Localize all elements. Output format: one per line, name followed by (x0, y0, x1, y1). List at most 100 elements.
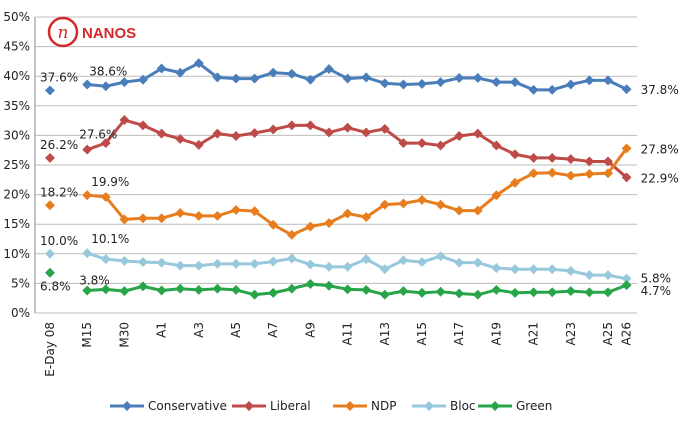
y-tick-label: 0% (11, 306, 30, 320)
data-point (454, 288, 465, 299)
data-point (82, 144, 93, 155)
data-point (342, 208, 353, 219)
data-point (584, 75, 595, 86)
data-point (603, 168, 613, 179)
data-point (138, 74, 148, 85)
data-point (286, 283, 297, 294)
data-point (379, 289, 390, 300)
data-point (156, 128, 167, 139)
y-tick-label: 10% (3, 247, 30, 261)
data-point (417, 257, 427, 268)
data-point (398, 255, 409, 266)
data-point (584, 287, 595, 298)
data-point (361, 284, 372, 295)
eday-point (45, 267, 55, 278)
eday-point (45, 248, 55, 259)
data-point (193, 139, 204, 150)
data-point (491, 190, 502, 201)
legend-swatch-marker (244, 401, 254, 411)
x-tick-label: A13 (378, 322, 392, 345)
legend-item-bloc: Bloc (412, 399, 476, 413)
x-tick-label: A19 (489, 322, 503, 345)
data-labels: 37.6% 38.6% 37.8% 26.2%27.6% 22.9% 18.2% 19.9%… (40, 64, 679, 298)
data-label: 26.2% (40, 138, 78, 152)
data-point (603, 75, 613, 86)
eday-point (45, 152, 55, 163)
data-point (193, 260, 204, 271)
data-point (193, 58, 204, 69)
data-point (82, 248, 93, 259)
legend-label: Bloc (450, 399, 476, 413)
y-axis-ticks: 0% 5% 10% 15% 20% 25% 30% 35% 40% 45% 50% (3, 10, 30, 320)
data-point (175, 67, 186, 78)
x-tick-label: A26 (620, 322, 634, 345)
data-point (398, 286, 409, 297)
data-point (565, 154, 576, 165)
data-point (193, 284, 204, 295)
data-point (417, 138, 427, 149)
x-tick-label: A3 (192, 322, 206, 338)
data-point (286, 253, 297, 264)
y-tick-label: 15% (3, 217, 30, 231)
data-point (547, 264, 558, 275)
data-point (231, 73, 241, 84)
data-point (119, 214, 130, 225)
series-line (86, 251, 627, 281)
data-point (324, 261, 334, 272)
data-point (342, 284, 353, 295)
nanos-logo-circle (47, 16, 79, 48)
data-point (454, 205, 465, 216)
legend-label: Green (516, 399, 552, 413)
data-point (491, 140, 502, 151)
data-point (119, 115, 130, 125)
data-point (249, 206, 260, 217)
data-point (398, 79, 409, 90)
data-point (249, 128, 260, 138)
x-tick-label: A17 (452, 322, 466, 345)
data-point (454, 131, 465, 141)
eday-point (45, 200, 55, 211)
x-tick-label: A23 (564, 322, 578, 345)
nanos-logo-text: NANOS (82, 25, 136, 42)
series-green (45, 267, 632, 300)
data-point (621, 280, 632, 291)
legend-swatch-marker (424, 401, 434, 411)
data-point (212, 258, 223, 269)
x-tick-label: A11 (341, 322, 355, 345)
x-axis-ticks: E-Day 08 M15 M30 A1 A3 A5 A7 A9 A11 A13 A15 A17 A19 A… (43, 322, 634, 377)
data-point (565, 266, 576, 276)
legend-label: Liberal (270, 399, 311, 413)
data-point (472, 73, 483, 83)
data-point (528, 168, 539, 179)
data-point (603, 287, 613, 298)
data-point (565, 286, 576, 297)
data-point (138, 120, 148, 131)
data-point (472, 257, 483, 268)
data-label: 37.6% (40, 70, 78, 84)
y-tick-label: 5% (11, 276, 30, 290)
x-tick-label: E-Day 08 (43, 322, 57, 377)
data-point (138, 281, 148, 292)
legend-item-green: Green (478, 399, 552, 413)
data-point (435, 251, 446, 262)
data-point (435, 199, 446, 210)
data-point (231, 284, 241, 295)
data-point (175, 134, 186, 144)
data-point (491, 77, 502, 88)
data-point (454, 73, 465, 83)
data-point (379, 264, 390, 275)
data-label: 6.8% (40, 280, 71, 294)
data-label: 19.9% (91, 175, 129, 189)
data-label: 38.6% (89, 64, 127, 78)
y-tick-label: 35% (3, 99, 30, 113)
y-tick-label: 25% (3, 158, 30, 172)
data-point (342, 122, 353, 133)
data-point (491, 284, 502, 295)
x-tick-label: A5 (229, 322, 243, 338)
x-tick-label: M15 (80, 322, 94, 348)
data-point (324, 218, 334, 228)
data-point (138, 213, 148, 224)
data-point (268, 287, 279, 298)
data-point (156, 213, 167, 224)
